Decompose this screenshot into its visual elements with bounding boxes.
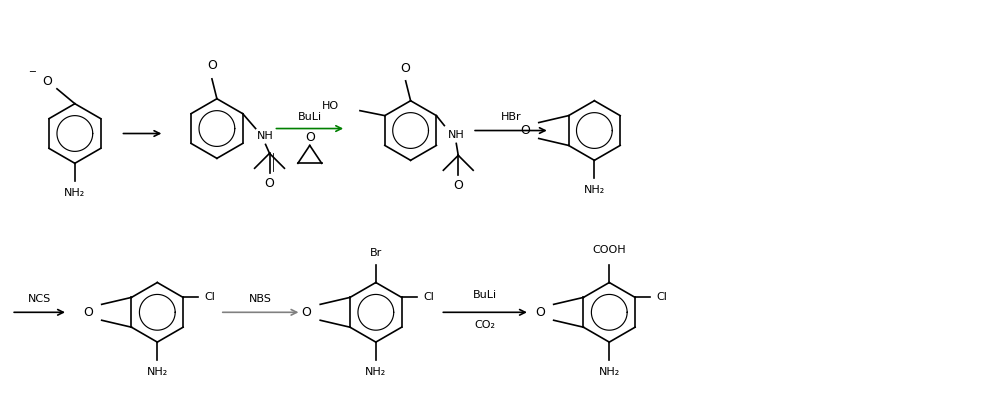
Text: O: O <box>453 178 463 192</box>
Text: BuLi: BuLi <box>298 112 322 122</box>
Text: O: O <box>401 62 411 75</box>
Text: BuLi: BuLi <box>473 291 497 301</box>
Text: COOH: COOH <box>592 245 626 255</box>
Text: NCS: NCS <box>28 294 51 304</box>
Text: O: O <box>520 124 530 137</box>
Text: ─: ─ <box>29 67 35 77</box>
Text: NBS: NBS <box>249 294 272 304</box>
Text: NH₂: NH₂ <box>147 367 168 377</box>
Text: NH: NH <box>448 130 465 140</box>
Text: NH₂: NH₂ <box>584 185 605 195</box>
Text: O: O <box>301 306 311 319</box>
Text: Cl: Cl <box>656 293 667 302</box>
Text: O: O <box>83 306 93 319</box>
Text: NH₂: NH₂ <box>64 188 85 198</box>
Text: NH: NH <box>257 132 274 141</box>
Text: O: O <box>42 75 52 88</box>
Text: NH₂: NH₂ <box>599 367 620 377</box>
Text: O: O <box>207 59 217 72</box>
Text: Br: Br <box>370 248 382 258</box>
Text: NH₂: NH₂ <box>365 367 386 377</box>
Text: HBr: HBr <box>501 112 521 122</box>
Text: O: O <box>265 177 274 190</box>
Text: CO₂: CO₂ <box>475 320 496 330</box>
Text: Cl: Cl <box>204 293 215 302</box>
Text: Cl: Cl <box>423 293 434 302</box>
Text: HO: HO <box>322 101 339 111</box>
Text: O: O <box>305 131 315 144</box>
Text: O: O <box>535 306 545 319</box>
